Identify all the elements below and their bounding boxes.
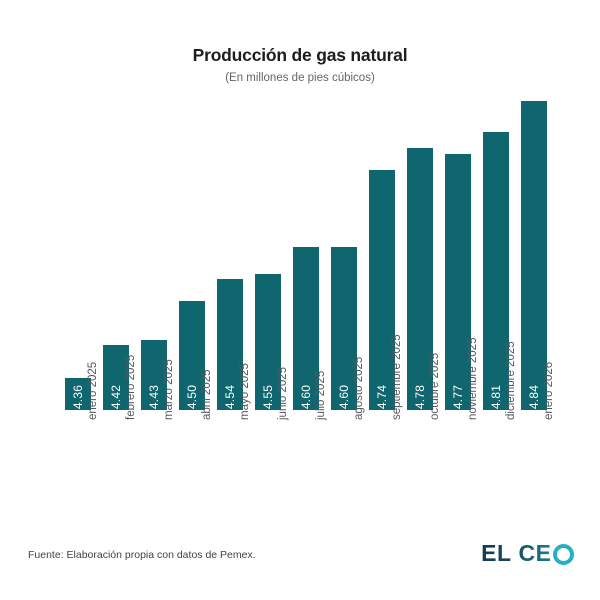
bar[interactable]: 4.43 (141, 340, 167, 410)
bar-group[interactable]: 4.43 (141, 340, 167, 410)
bar-group[interactable]: 4.42 (103, 345, 129, 410)
bar-value-label: 4.43 (147, 384, 161, 410)
bar[interactable]: 4.74 (369, 170, 395, 410)
category-label: marzo 2025 (163, 359, 175, 420)
page-title: Producción de gas natural (192, 45, 408, 65)
category-label: octubre 2025 (429, 352, 441, 420)
chart-footer: Fuente: Elaboración propia con datos de … (0, 538, 600, 600)
bar[interactable]: 4.78 (407, 148, 433, 410)
chart-subtitle: (En millones de pies cúbicos) (225, 72, 375, 84)
bar-value-label: 4.81 (489, 384, 503, 410)
bar[interactable]: 4.77 (445, 154, 471, 410)
bar-group[interactable]: 4.78 (407, 148, 433, 410)
bar-value-label: 4.77 (451, 384, 465, 410)
bar[interactable]: 4.84 (521, 101, 547, 410)
category-label: enero 2025 (87, 361, 99, 420)
el-ceo-logo: EL CE (481, 539, 574, 567)
bar[interactable]: 4.81 (483, 132, 509, 410)
bar-value-label: 4.42 (109, 384, 123, 410)
bar-value-label: 4.84 (527, 384, 541, 410)
bar-value-label: 4.60 (299, 384, 313, 410)
bar-group[interactable]: 4.55 (255, 274, 281, 410)
bar[interactable]: 4.60 (331, 247, 357, 410)
category-label: julio 2025 (315, 370, 327, 420)
category-label: febrero 2025 (125, 354, 137, 420)
logo-text-ceo: CE (518, 540, 552, 566)
bar-group[interactable]: 4.60 (293, 247, 319, 410)
category-label: abril 2025 (201, 369, 213, 420)
bar-group[interactable]: 4.77 (445, 154, 471, 410)
category-label: enero 2026 (543, 361, 555, 420)
category-label: septiembre 2025 (391, 334, 403, 420)
bar-group[interactable]: 4.84 (521, 101, 547, 410)
logo-text-el: EL (481, 540, 512, 566)
bar-value-label: 4.36 (71, 384, 85, 410)
bar-group[interactable]: 4.50 (179, 301, 205, 410)
bar-group[interactable]: 4.36 (65, 378, 91, 410)
bar[interactable]: 4.55 (255, 274, 281, 410)
bar-value-label: 4.78 (413, 384, 427, 410)
bar-group[interactable]: 4.60 (331, 247, 357, 410)
category-label: noviembre 2025 (467, 337, 479, 420)
category-label: mayo 2025 (239, 363, 251, 420)
bar[interactable]: 4.60 (293, 247, 319, 410)
bar-group[interactable]: 4.74 (369, 170, 395, 410)
source-note: Fuente: Elaboración propia con datos de … (28, 549, 256, 561)
bar[interactable]: 4.54 (217, 279, 243, 410)
bar-value-label: 4.54 (223, 384, 237, 410)
bar[interactable]: 4.50 (179, 301, 205, 410)
bar-value-label: 4.60 (337, 384, 351, 410)
bar-group[interactable]: 4.54 (217, 279, 243, 410)
chart-header: Producción de gas natural (En millones d… (0, 44, 600, 86)
category-label: agosto 2025 (353, 356, 365, 420)
bar-group[interactable]: 4.81 (483, 132, 509, 410)
bar[interactable]: 4.42 (103, 345, 129, 410)
bar[interactable]: 4.36 (65, 378, 91, 410)
logo-ring-o-icon (553, 543, 574, 565)
bar-value-label: 4.55 (261, 384, 275, 410)
bar-value-label: 4.50 (185, 384, 199, 410)
category-label: diciembre 2025 (505, 341, 517, 420)
category-label: junio 2025 (277, 366, 289, 420)
bar-value-label: 4.74 (375, 384, 389, 410)
